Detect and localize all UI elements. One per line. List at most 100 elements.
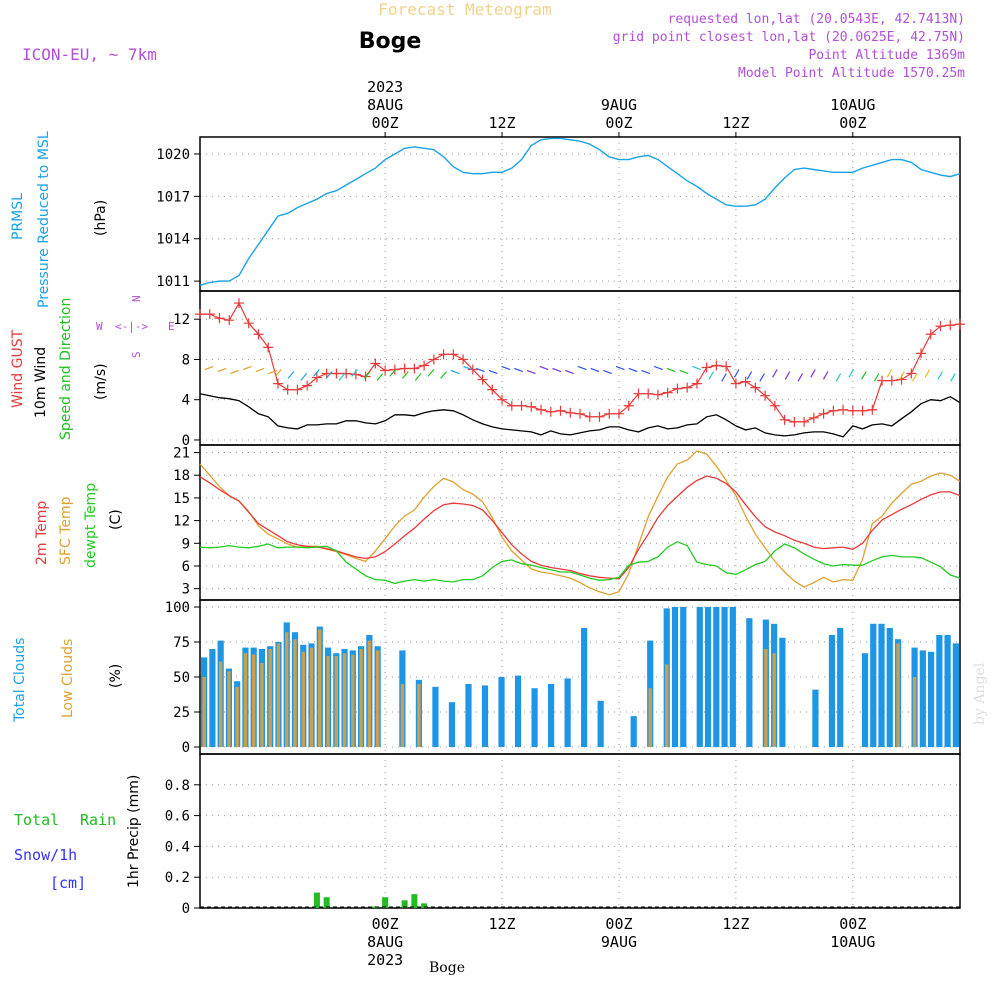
low-cloud-bar <box>260 663 264 747</box>
wind-dir-label: Speed and Direction <box>58 298 74 440</box>
wind-direction-arrow <box>708 371 715 380</box>
gust-marker <box>672 383 683 394</box>
wind-direction-arrow <box>759 373 765 382</box>
low-cloud-bar <box>896 643 900 747</box>
wind-direction-arrow <box>924 369 931 378</box>
precip-unit: 1hr Precip (mm) <box>126 775 142 888</box>
gust-marker <box>584 411 595 422</box>
total-cloud-bar <box>729 607 736 747</box>
gust-marker <box>857 405 868 416</box>
low-cloud-bar <box>301 651 305 747</box>
low-cloud-bar <box>351 654 355 747</box>
y-tick-label: 0.2 <box>165 870 190 886</box>
wind-direction-arrow <box>848 369 854 378</box>
requested-point: requested lon,lat (20.0543E, 42.7413N) <box>668 12 965 27</box>
total-cloud-bar <box>828 635 836 747</box>
clouds-panel: 0 25 50 75 100 <box>165 599 961 756</box>
top-date-label: 2023 <box>367 78 403 96</box>
gust-marker <box>370 358 381 369</box>
y-tick-label: 0.6 <box>165 809 190 825</box>
gust-marker <box>282 384 293 395</box>
compass-arrows: <-|-> <box>115 320 148 333</box>
gust-marker <box>477 374 488 385</box>
compass-e: E <box>168 320 175 333</box>
gust-marker <box>838 404 849 415</box>
total-cloud-bar <box>919 650 926 747</box>
gust-marker <box>565 407 576 418</box>
gust-marker <box>331 368 342 379</box>
y-tick-label: 75 <box>173 635 190 651</box>
gust-marker <box>448 349 459 360</box>
gust-marker <box>779 414 790 425</box>
total-cloud-bar <box>696 607 703 747</box>
gust-marker <box>721 361 732 372</box>
wind-direction-arrow <box>772 369 778 378</box>
wind-direction-arrow <box>463 365 473 371</box>
y-tick-label: 0 <box>182 740 190 756</box>
total-cloud-bar <box>812 689 819 747</box>
gust-marker <box>691 378 702 389</box>
y-tick-label: 0.4 <box>165 839 190 855</box>
top-time-tick-label: 00Z <box>605 114 632 132</box>
gust-marker <box>633 388 644 399</box>
gust-marker <box>594 411 605 422</box>
total-cloud-bar <box>936 635 943 747</box>
gust-marker <box>925 329 936 340</box>
y-tick-label: 1011 <box>156 274 190 290</box>
gust-marker <box>536 404 547 415</box>
wind-direction-arrow <box>810 369 816 378</box>
panel-frame <box>199 290 961 446</box>
gust-marker <box>867 404 878 415</box>
gust-marker <box>195 309 205 320</box>
gust-marker <box>526 401 537 412</box>
wind-gust-line <box>200 301 961 423</box>
gust-marker <box>945 320 956 331</box>
panel-frame <box>199 136 961 292</box>
wind-direction-arrow <box>835 373 842 382</box>
y-tick-label: 0.8 <box>165 778 190 794</box>
gust-marker <box>224 315 235 326</box>
prmsl-line <box>199 137 961 286</box>
gust-marker <box>516 400 527 411</box>
gust-marker <box>419 360 430 371</box>
wind-label: 10m Wind <box>33 347 49 418</box>
low-cloud-bar <box>912 677 917 747</box>
compass-rose: W <-|-> E N S <box>96 295 175 358</box>
rain-bar <box>411 894 418 908</box>
low-cloud-bar <box>417 684 421 747</box>
gust-marker <box>292 384 303 395</box>
gust-marker <box>916 348 927 359</box>
wind-direction-arrow <box>797 373 804 382</box>
wind-direction-arrow <box>440 371 447 379</box>
gust-marker <box>711 360 722 371</box>
y-tick-label: 1017 <box>156 189 190 205</box>
wind-direction-arrow <box>376 373 384 381</box>
model-altitude: Model Point Altitude 1570.25m <box>738 66 965 81</box>
gust-marker <box>467 364 478 375</box>
wind-direction-arrow <box>501 365 511 371</box>
gust-marker <box>272 378 283 389</box>
total-cloud-bar <box>432 686 439 747</box>
wind-direction-arrow <box>351 369 358 377</box>
wind-direction-arrow <box>950 373 956 382</box>
compass-s: S <box>130 351 143 358</box>
low-cloud-bar <box>309 647 314 747</box>
low-cloud-bar <box>772 653 776 747</box>
total-cloud-bar <box>927 651 935 747</box>
y-tick-label: 25 <box>173 705 190 721</box>
top-date-label: 10AUG <box>830 96 875 114</box>
gust-marker <box>243 318 254 329</box>
low-cloud-bar <box>375 650 380 747</box>
y-tick-label: 3 <box>182 582 190 598</box>
compass-w: W <box>96 320 103 333</box>
wind-direction-arrow <box>488 369 498 375</box>
wind-direction-arrow <box>363 371 371 379</box>
wind-direction-arrow <box>450 369 460 375</box>
wind-direction-arrow <box>721 373 727 382</box>
wind-direction-arrow <box>603 369 612 375</box>
low-cloud-bar <box>400 684 405 747</box>
wind-direction-arrow <box>242 365 252 371</box>
wind-direction-arrow <box>653 365 663 371</box>
low-cloud-bar <box>334 656 339 747</box>
